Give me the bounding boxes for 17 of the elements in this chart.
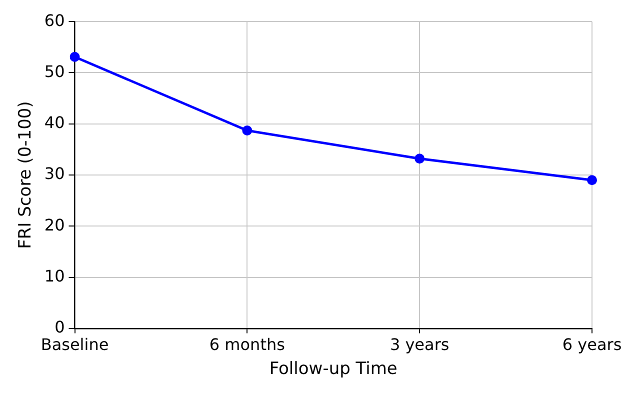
- point: [242, 126, 252, 136]
- y-tick-label: 50: [44, 62, 65, 81]
- x-tick-label: Baseline: [40, 335, 109, 354]
- point: [70, 52, 80, 62]
- y-tick-label: 0: [54, 318, 65, 337]
- x-tick-label: 6 years: [562, 335, 622, 354]
- x-tick-label: 6 months: [209, 335, 285, 354]
- y-tick-label: 40: [44, 113, 65, 132]
- point: [587, 175, 597, 186]
- y-tick-label: 10: [44, 266, 65, 286]
- y-axis-title: FRI Score (0-100): [16, 101, 36, 249]
- y-tick-label: 20: [44, 215, 65, 234]
- y-tick-label: 60: [44, 10, 65, 30]
- y-tick-label: 30: [44, 164, 65, 184]
- x-tick-label: 3 years: [390, 335, 450, 354]
- point: [414, 154, 425, 164]
- x-axis-title: Follow-up Time: [269, 359, 398, 380]
